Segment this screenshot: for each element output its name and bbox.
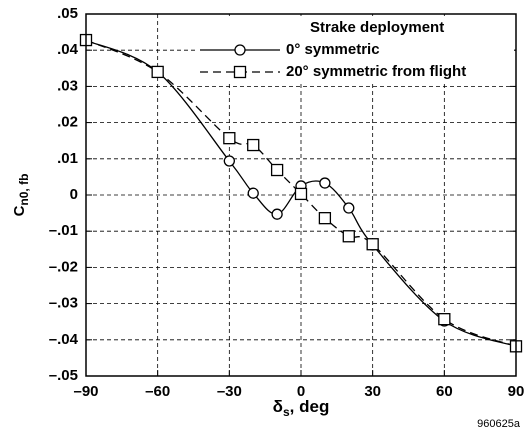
marker bbox=[247, 187, 259, 199]
marker bbox=[271, 208, 283, 220]
y-tick-label: .01 bbox=[57, 150, 78, 167]
y-tick-label: .03 bbox=[57, 77, 78, 94]
marker bbox=[233, 65, 247, 79]
y-axis-label: Cn0, fb bbox=[11, 174, 31, 217]
x-label-sub: s bbox=[283, 405, 290, 419]
x-tick-label: –30 bbox=[217, 383, 242, 400]
y-tick-label: –.04 bbox=[49, 331, 79, 348]
marker bbox=[294, 187, 308, 201]
plot-frame bbox=[85, 13, 517, 377]
marker bbox=[343, 202, 355, 214]
marker bbox=[318, 212, 332, 225]
x-tick-label: –90 bbox=[73, 383, 98, 400]
marker bbox=[234, 44, 246, 56]
x-label-rest: , deg bbox=[290, 397, 330, 416]
x-tick-label: 0 bbox=[297, 383, 305, 400]
x-tick-label: –60 bbox=[145, 383, 170, 400]
marker bbox=[438, 313, 451, 326]
marker bbox=[342, 230, 355, 243]
y-tick-label: .02 bbox=[57, 114, 78, 131]
legend: Strake deployment 0° symmetric 20° symmetr… bbox=[196, 16, 514, 84]
x-tick-label: 90 bbox=[508, 383, 525, 400]
y-tick-label: –.05 bbox=[49, 367, 78, 384]
y-tick-label: –.03 bbox=[49, 295, 78, 312]
y-tick-label: .05 bbox=[57, 5, 78, 22]
marker bbox=[319, 177, 331, 189]
y-label-sub: n0, fb bbox=[17, 174, 31, 206]
marker bbox=[270, 163, 284, 177]
marker bbox=[223, 132, 236, 145]
marker bbox=[151, 65, 164, 79]
y-label-main: C bbox=[11, 205, 28, 216]
y-tick-label: 0 bbox=[70, 186, 78, 203]
series-line bbox=[85, 39, 517, 347]
figure-id: 960625a bbox=[477, 418, 521, 430]
y-tick-label: –.02 bbox=[49, 258, 78, 275]
x-label-main: δ bbox=[273, 397, 283, 416]
marker bbox=[223, 155, 235, 167]
marker bbox=[366, 238, 379, 251]
marker bbox=[247, 138, 260, 152]
y-tick-label: –.01 bbox=[49, 222, 78, 239]
y-tick-label: .04 bbox=[57, 41, 79, 58]
x-tick-label: 30 bbox=[364, 383, 381, 400]
x-tick-label: 60 bbox=[436, 383, 453, 400]
legend-title: Strake deployment bbox=[310, 19, 444, 36]
legend-label: 20° symmetric from flight bbox=[286, 63, 466, 80]
legend-label: 0° symmetric bbox=[286, 41, 380, 58]
x-axis-label: δs, deg bbox=[273, 397, 330, 419]
